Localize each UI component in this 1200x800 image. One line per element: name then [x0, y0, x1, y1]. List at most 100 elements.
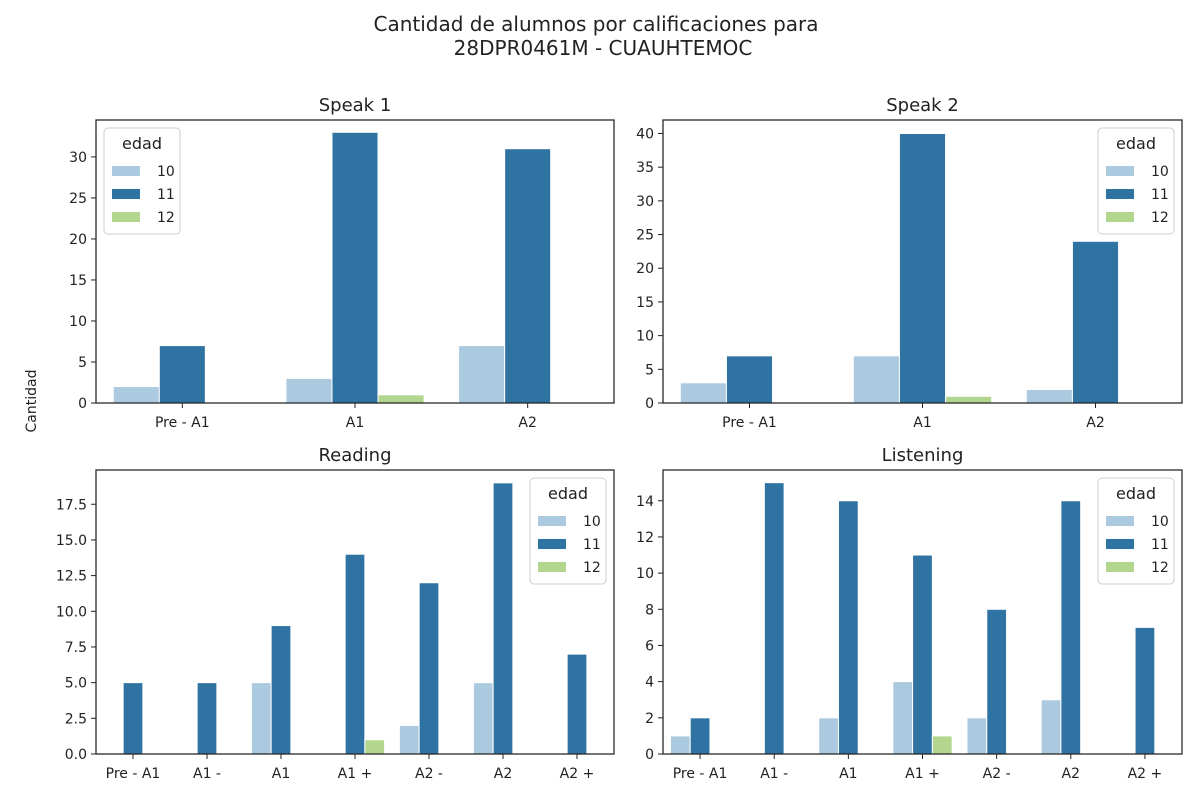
bar-a1-edad-10 [818, 717, 839, 755]
bar-a2-edad-11 [504, 148, 552, 404]
y-tick-label: 10 [636, 329, 654, 345]
bar-a2-edad-10 [398, 724, 420, 755]
legend-title: edad [1116, 134, 1156, 153]
y-tick-label: 0 [78, 396, 87, 412]
subplot-speak-2: Speak 2 0 5 10 15 20 25 30 35 40 Pre - A1 A1 A2 edad 1… [636, 95, 1183, 431]
bar-a1-plus-edad-12 [364, 739, 386, 755]
bar-pre-a1-edad-11 [725, 355, 774, 404]
x-tick-label: A1 + [338, 766, 373, 782]
bar-pre-a1-edad-10 [679, 382, 727, 404]
subplot-title: Speak 1 [319, 95, 392, 116]
x-tick-label: A2 [1086, 415, 1104, 431]
bar-a1-edad-11 [331, 131, 379, 404]
x-tick-label: Pre - A1 [155, 415, 210, 431]
x-tick-label: A2 [1062, 766, 1080, 782]
legend-label-10: 10 [157, 164, 175, 180]
y-tick-label: 5 [78, 355, 87, 371]
x-tick-label: A1 [913, 415, 931, 431]
legend-label-12: 12 [1151, 560, 1169, 576]
bar-a1-edad-11 [898, 132, 947, 404]
bar-a1-plus-edad-11 [344, 553, 366, 755]
y-tick-label: 8 [645, 602, 654, 618]
x-tick-label: Pre - A1 [722, 415, 777, 431]
subplot-listening: Listening 0 2 4 6 8 10 12 14 Pre - A1 A1 - A1 A1 + A2… [636, 445, 1183, 782]
bar-a1-edad-10 [285, 377, 333, 404]
legend-swatch-11 [538, 539, 566, 549]
legend: edad 10 11 12 [529, 477, 607, 585]
y-tick-label: 10.0 [56, 604, 87, 620]
y-tick-label: 2 [645, 711, 654, 727]
legend-label-10: 10 [1151, 514, 1169, 530]
y-tick-label: 25 [69, 191, 87, 207]
bar-a1-edad-10 [852, 355, 900, 404]
bar-pre-a1-edad-11 [158, 345, 206, 404]
y-tick-label: 5 [645, 362, 654, 378]
y-tick-label: 40 [636, 126, 654, 142]
y-tick-label: 25 [636, 228, 654, 244]
legend-swatch-11 [1106, 189, 1134, 199]
legend-box [103, 127, 181, 235]
bar-pre-a1-edad-11 [689, 717, 711, 755]
y-tick-label: 0.0 [65, 747, 87, 763]
legend-swatch-10 [112, 166, 140, 176]
y-tick-label: 0 [645, 396, 654, 412]
legend-label-11: 11 [1151, 187, 1169, 203]
subplot-title: Listening [882, 445, 964, 466]
y-tick-label: 17.5 [56, 497, 87, 513]
x-tick-label: A2 [494, 766, 512, 782]
legend-label-12: 12 [157, 210, 175, 226]
bar-a2-edad-11 [492, 482, 514, 755]
legend-swatch-10 [538, 516, 566, 526]
y-tick-label: 30 [636, 194, 654, 210]
y-tick-label: 30 [69, 150, 87, 166]
bar-a2-edad-10 [966, 717, 988, 755]
subplot-title: Speak 2 [886, 95, 959, 116]
bar-pre-a1-edad-10 [112, 386, 160, 404]
bar-pre-a1-edad-10 [669, 735, 691, 755]
subplot-reading: Reading 0.0 2.5 5.0 7.5 10.0 12.5 15.0 17.5 Pre -… [56, 445, 615, 782]
x-tick-label: Pre - A1 [106, 766, 161, 782]
y-tick-label: 12 [636, 530, 654, 546]
legend-swatch-11 [1106, 539, 1134, 549]
y-tick-label: 7.5 [65, 640, 87, 656]
legend-label-10: 10 [1151, 164, 1169, 180]
y-tick-label: 20 [69, 232, 87, 248]
bar-a2-edad-10 [1025, 389, 1073, 404]
figure-title-line-1: Cantidad de alumnos por calificaciones p… [373, 12, 818, 36]
bar-a2-edad-11 [418, 582, 440, 755]
legend-swatch-12 [1106, 562, 1134, 572]
bar-a1-edad-12 [945, 395, 993, 404]
bar-a1-edad-12 [377, 394, 425, 404]
x-tick-label: A2 + [560, 766, 595, 782]
bar-a1-edad-11 [270, 625, 292, 755]
x-tick-label: A1 [272, 766, 290, 782]
legend-label-11: 11 [157, 187, 175, 203]
x-tick-label: A2 + [1128, 766, 1163, 782]
y-tick-label: 2.5 [65, 711, 87, 727]
bar-pre-a1-edad-11 [122, 682, 144, 755]
legend-title: edad [1116, 484, 1156, 503]
legend-swatch-12 [112, 212, 140, 222]
y-tick-label: 6 [645, 638, 654, 654]
legend-swatch-11 [112, 189, 140, 199]
bar-a1-plus-edad-11 [912, 554, 933, 755]
bar-a1-edad-11 [837, 500, 859, 755]
x-tick-label: A1 [346, 415, 364, 431]
y-tick-label: 15.0 [56, 533, 87, 549]
subplot-speak-1: Speak 1 0 5 10 15 20 25 30 Pre - A1 A1 A2 edad 10 11 1… [69, 95, 615, 431]
x-tick-label: A1 [839, 766, 857, 782]
y-tick-label: 10 [69, 314, 87, 330]
bar-a1-plus-edad-12 [931, 735, 953, 755]
legend-box [529, 477, 607, 585]
bar-a2-edad-11 [1060, 500, 1082, 755]
legend-title: edad [122, 134, 162, 153]
legend: edad 10 11 12 [1097, 127, 1175, 235]
y-tick-label: 20 [636, 261, 654, 277]
y-tick-label: 15 [69, 273, 87, 289]
y-axis-label: Cantidad [24, 370, 40, 433]
legend-label-10: 10 [583, 514, 601, 530]
legend-swatch-12 [538, 562, 566, 572]
bar-a2-plus-edad-11 [1134, 626, 1156, 755]
